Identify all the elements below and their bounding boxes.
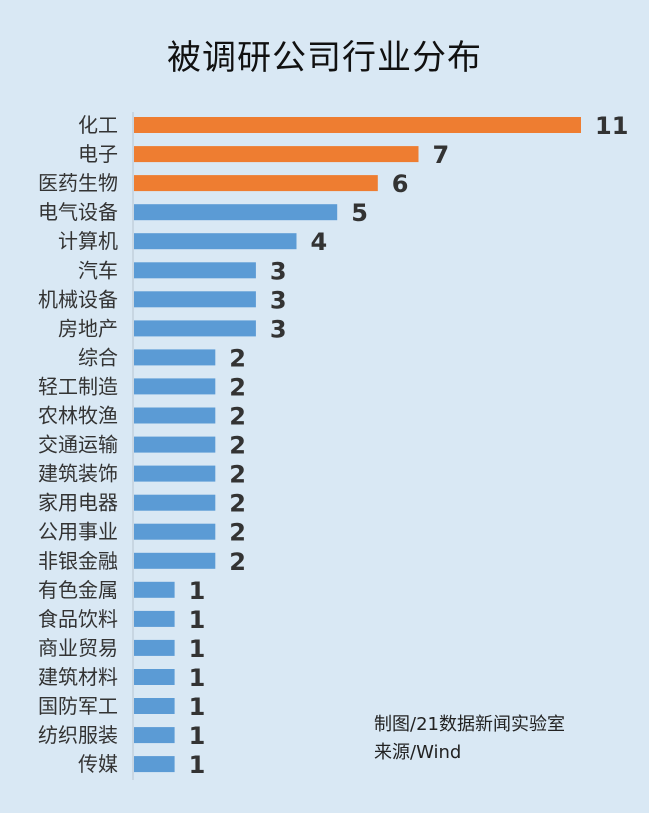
value-label: 3 bbox=[270, 315, 287, 343]
value-label: 5 bbox=[351, 199, 368, 227]
category-label: 公用事业 bbox=[38, 520, 118, 544]
value-label: 2 bbox=[229, 490, 246, 518]
credit-notes: 制图/21数据新闻实验室 来源/Wind bbox=[374, 711, 565, 767]
bar bbox=[134, 610, 175, 627]
category-label: 商业贸易 bbox=[38, 636, 118, 660]
value-label: 4 bbox=[311, 228, 328, 256]
category-label: 计算机 bbox=[58, 229, 118, 253]
value-label: 2 bbox=[229, 344, 246, 372]
value-label: 1 bbox=[189, 606, 206, 634]
value-label: 2 bbox=[229, 403, 246, 431]
bar bbox=[134, 436, 216, 453]
category-label: 家用电器 bbox=[38, 491, 118, 515]
category-label: 房地产 bbox=[58, 316, 118, 340]
bar bbox=[134, 494, 216, 511]
bar bbox=[134, 639, 175, 656]
value-label: 1 bbox=[189, 751, 206, 779]
category-label: 农林牧渔 bbox=[38, 404, 118, 428]
bar bbox=[134, 320, 256, 337]
bar bbox=[134, 146, 419, 163]
bar bbox=[134, 669, 175, 685]
category-label: 电子 bbox=[78, 142, 118, 166]
bar bbox=[134, 349, 216, 366]
category-label: 机械设备 bbox=[38, 287, 118, 311]
category-label: 非银金融 bbox=[38, 549, 118, 573]
bar bbox=[134, 233, 297, 250]
value-label: 3 bbox=[270, 257, 287, 285]
bar bbox=[134, 291, 256, 308]
bar bbox=[134, 523, 216, 540]
bar bbox=[134, 756, 175, 773]
value-label: 2 bbox=[229, 519, 246, 547]
value-label: 2 bbox=[229, 548, 246, 576]
bar bbox=[134, 581, 175, 598]
category-label: 纺织服装 bbox=[38, 723, 118, 747]
value-label: 2 bbox=[229, 432, 246, 460]
value-label: 1 bbox=[189, 577, 206, 605]
maker-note: 制图/21数据新闻实验室 bbox=[374, 714, 565, 735]
bar bbox=[134, 727, 175, 744]
value-label: 7 bbox=[433, 141, 450, 169]
bar bbox=[134, 204, 338, 221]
bar bbox=[134, 552, 216, 569]
value-label: 2 bbox=[229, 373, 246, 401]
bar bbox=[134, 465, 216, 482]
value-label: 3 bbox=[270, 286, 287, 314]
bar bbox=[134, 698, 175, 714]
category-label: 医药生物 bbox=[38, 171, 118, 195]
value-label: 2 bbox=[229, 461, 246, 489]
category-label: 有色金属 bbox=[38, 578, 118, 602]
value-label: 1 bbox=[189, 664, 206, 692]
bar bbox=[134, 407, 216, 424]
category-label: 交通运输 bbox=[38, 433, 118, 457]
value-label: 11 bbox=[595, 112, 628, 140]
bar bbox=[134, 117, 581, 133]
category-label: 轻工制造 bbox=[38, 374, 118, 398]
value-label: 1 bbox=[189, 635, 206, 663]
category-label: 建筑材料 bbox=[38, 665, 118, 689]
category-label: 汽车 bbox=[78, 258, 118, 282]
bar bbox=[134, 378, 216, 395]
source-note: 来源/Wind bbox=[374, 742, 462, 763]
value-label: 1 bbox=[189, 722, 206, 750]
value-label: 6 bbox=[392, 170, 409, 198]
category-label: 食品饮料 bbox=[38, 607, 118, 631]
bar bbox=[134, 175, 378, 192]
category-label: 电气设备 bbox=[38, 200, 118, 224]
value-label: 1 bbox=[189, 693, 206, 721]
bar bbox=[134, 262, 256, 279]
category-label: 建筑装饰 bbox=[38, 462, 118, 486]
chart-title: 被调研公司行业分布 bbox=[167, 38, 482, 78]
category-label: 综合 bbox=[78, 345, 118, 369]
category-label: 化工 bbox=[78, 113, 118, 137]
category-label: 国防军工 bbox=[38, 694, 118, 718]
category-label: 传媒 bbox=[78, 752, 118, 776]
